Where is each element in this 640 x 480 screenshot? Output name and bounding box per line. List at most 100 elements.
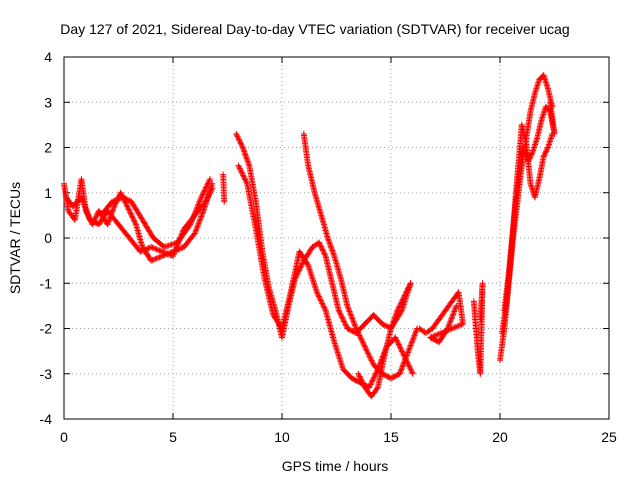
data-point <box>241 148 248 155</box>
data-point <box>162 243 169 250</box>
data-point <box>316 240 323 247</box>
data-point <box>171 240 178 247</box>
data-point <box>346 307 353 314</box>
data-point <box>237 139 244 146</box>
data-point <box>205 193 212 200</box>
data-point <box>396 370 403 377</box>
data-point <box>161 249 168 256</box>
data-point <box>445 324 452 331</box>
data-point <box>321 306 328 313</box>
data-point <box>188 219 195 226</box>
data-point <box>140 247 147 254</box>
data-point <box>359 339 366 346</box>
data-point <box>407 280 414 287</box>
data-point <box>366 353 373 360</box>
data-point <box>401 359 408 366</box>
data-point <box>165 242 172 249</box>
data-point <box>242 176 249 183</box>
data-point <box>207 187 214 194</box>
data-point <box>152 245 159 252</box>
data-point <box>192 227 199 234</box>
data-point <box>205 192 212 199</box>
data-point <box>330 250 337 257</box>
data-point <box>148 257 155 264</box>
data-point <box>236 163 243 170</box>
data-point <box>130 217 137 224</box>
data-point <box>189 215 196 222</box>
data-point <box>297 264 304 271</box>
data-point <box>363 346 370 353</box>
data-point <box>173 244 180 251</box>
data-point <box>149 244 156 251</box>
data-point <box>138 248 145 255</box>
data-point <box>352 324 359 331</box>
data-point <box>399 362 406 369</box>
data-point <box>409 370 416 377</box>
data-point <box>349 317 356 324</box>
data-point <box>190 212 197 219</box>
data-point <box>451 307 458 314</box>
data-point <box>319 246 326 253</box>
data-point <box>81 201 88 208</box>
data-point <box>477 316 484 323</box>
data-point <box>209 185 216 192</box>
data-point <box>409 369 416 376</box>
data-point <box>157 253 164 260</box>
data-point <box>192 209 199 216</box>
data-point <box>400 295 407 302</box>
data-point <box>366 382 373 389</box>
data-point <box>117 189 124 196</box>
data-point <box>394 308 401 315</box>
data-point <box>110 198 117 205</box>
data-point <box>150 256 157 263</box>
data-point <box>170 253 176 260</box>
data-point <box>348 312 355 319</box>
data-point <box>370 374 377 381</box>
data-point <box>199 192 206 199</box>
data-point <box>404 287 411 294</box>
data-point <box>372 371 379 378</box>
data-point <box>411 331 418 338</box>
data-point <box>449 312 456 319</box>
data-point <box>157 248 164 255</box>
data-point <box>296 265 303 272</box>
data-point <box>403 289 410 296</box>
data-point <box>528 151 535 158</box>
data-point <box>192 208 199 215</box>
data-point <box>339 314 346 321</box>
data-point <box>371 373 378 380</box>
x-tick-label: 25 <box>601 429 617 445</box>
data-point <box>194 223 201 230</box>
data-point <box>195 221 202 228</box>
data-point <box>341 319 348 326</box>
data-point <box>192 229 199 236</box>
data-point <box>196 199 203 206</box>
data-point <box>237 140 244 147</box>
data-point <box>152 255 159 262</box>
data-point <box>317 296 324 303</box>
data-point <box>359 380 366 387</box>
data-point <box>444 325 451 332</box>
data-point <box>240 172 247 179</box>
data-point <box>450 309 457 316</box>
data-point <box>407 343 414 350</box>
data-point <box>406 363 413 370</box>
data-point <box>206 190 213 197</box>
x-tick-label: 10 <box>274 429 290 445</box>
data-point <box>388 324 395 331</box>
data-point <box>193 226 200 233</box>
data-point <box>237 166 244 173</box>
data-point <box>358 377 365 384</box>
data-point <box>398 347 405 354</box>
data-point <box>321 304 328 311</box>
data-point <box>240 147 247 154</box>
data-point <box>364 349 371 356</box>
data-point <box>407 342 414 349</box>
data-point <box>411 332 418 339</box>
data-point <box>413 328 420 335</box>
data-point <box>549 130 556 137</box>
data-point <box>407 365 414 372</box>
data-point <box>198 213 205 220</box>
x-tick-label: 15 <box>383 429 399 445</box>
